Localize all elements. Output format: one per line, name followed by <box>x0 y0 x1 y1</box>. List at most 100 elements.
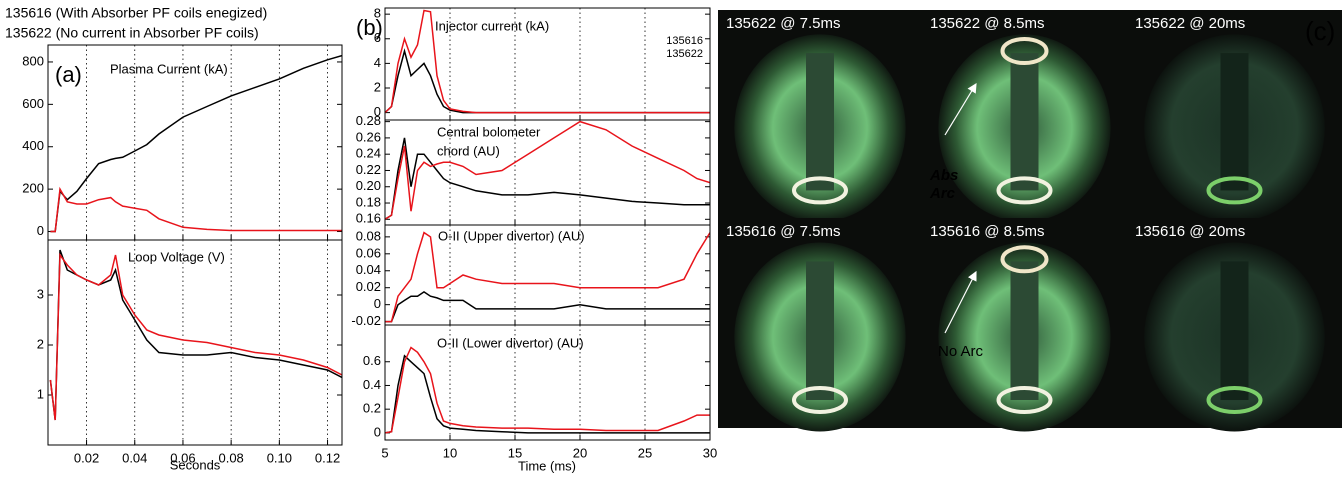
plot-frame <box>384 119 711 226</box>
lower-ring <box>996 386 1053 414</box>
upper-ring <box>1000 245 1049 274</box>
x-tick-label: 0.02 <box>74 450 99 465</box>
y-tick-label: 2 <box>374 79 381 94</box>
y-tick-label: 0.22 <box>356 162 381 177</box>
y-tick-label: 4 <box>374 55 381 70</box>
series-line <box>385 291 710 323</box>
x-tick-label: 0.10 <box>267 450 292 465</box>
x-axis-label: Time (ms) <box>518 458 576 473</box>
y-tick-label: 8 <box>374 6 381 21</box>
x-tick-label: 0.06 <box>170 450 195 465</box>
series-line <box>385 137 710 220</box>
y-tick-label: 400 <box>22 138 44 153</box>
plot-frame <box>47 239 343 446</box>
y-tick-label: 0.18 <box>356 194 381 209</box>
center-column <box>806 261 834 400</box>
y-tick-label: 0.2 <box>363 401 381 416</box>
frame-caption: 135622 @ 20ms <box>1135 15 1245 32</box>
y-tick-label: -0.02 <box>351 313 381 328</box>
panel-title: Plasma Current (kA) <box>110 61 228 76</box>
camera-frame: 135622 @ 7.5ms <box>718 10 922 222</box>
lower-ring <box>1206 176 1263 205</box>
center-column <box>1010 261 1039 400</box>
arrow <box>944 270 977 334</box>
frame-caption: 135616 @ 8.5ms <box>930 223 1044 240</box>
y-tick-label: 0.26 <box>356 129 381 144</box>
x-tick-label: 30 <box>703 445 717 460</box>
y-tick-label: 0.20 <box>356 178 381 193</box>
frame-caption: 135616 @ 7.5ms <box>726 223 840 240</box>
y-tick-label: 0.28 <box>356 113 381 128</box>
center-column <box>1010 53 1039 191</box>
x-tick-label: 15 <box>508 445 522 460</box>
panel-title: Loop Voltage (V) <box>128 249 225 264</box>
y-tick-label: 0.08 <box>356 228 381 243</box>
center-column <box>1220 261 1249 400</box>
frame-caption: 135622 @ 8.5ms <box>930 15 1044 32</box>
y-tick-label: 0.4 <box>363 377 381 392</box>
y-tick-label: 200 <box>22 181 44 196</box>
x-tick-label: 0.12 <box>315 450 340 465</box>
y-tick-label: 0.24 <box>356 146 381 161</box>
y-tick-label: 2 <box>37 336 44 351</box>
annotation: Abs <box>929 167 958 184</box>
y-tick-label: 0.6 <box>363 353 381 368</box>
series-line <box>385 346 710 434</box>
series-line <box>385 231 710 323</box>
series-line <box>49 249 342 421</box>
camera-frame: 135622 @ 8.5ms <box>922 10 1127 222</box>
panel-title: O-II (Lower divertor) (AU) <box>437 335 584 350</box>
panel-label: (c) <box>1305 16 1335 46</box>
y-tick-label: 0 <box>374 104 381 119</box>
upper-ring <box>1000 37 1049 66</box>
y-tick-label: 0 <box>37 223 44 238</box>
camera-frame: 135622 @ 20ms <box>1127 10 1342 222</box>
panel-title: chord (AU) <box>437 143 500 158</box>
legend-entry: 135622 <box>666 48 703 60</box>
x-tick-label: 20 <box>573 445 587 460</box>
series-line <box>49 252 342 421</box>
center-column <box>806 53 834 191</box>
x-tick-label: 5 <box>381 445 388 460</box>
center-column <box>1220 53 1249 191</box>
lower-ring <box>1206 386 1263 414</box>
series-line <box>385 120 710 220</box>
y-tick-label: 800 <box>22 53 44 68</box>
series-line <box>385 9 710 114</box>
arrow <box>944 82 977 136</box>
lower-ring <box>792 386 848 414</box>
frame-caption: 135622 @ 7.5ms <box>726 15 840 32</box>
lower-ring <box>996 176 1053 205</box>
lower-ring <box>792 176 848 205</box>
panel-title: Injector current (kA) <box>435 18 549 33</box>
series-line <box>50 54 342 233</box>
series-line <box>385 354 710 434</box>
legend-entry: 135622 (No current in Absorber PF coils) <box>5 25 259 41</box>
series-line <box>50 186 342 233</box>
y-tick-label: 0 <box>374 296 381 311</box>
camera-frame: 135616 @ 7.5ms <box>718 218 922 432</box>
y-tick-label: 0 <box>374 424 381 439</box>
legend-entry: 135616 (With Absorber PF coils enegized) <box>5 5 267 21</box>
y-tick-label: 0.04 <box>356 262 381 277</box>
y-tick-label: 600 <box>22 96 44 111</box>
legend-entry: 135616 <box>666 35 703 47</box>
x-axis-label: Seconds <box>170 457 221 472</box>
camera-frame: 135616 @ 8.5ms <box>922 218 1127 432</box>
x-tick-label: 10 <box>443 445 457 460</box>
x-tick-label: 0.04 <box>122 450 147 465</box>
series-line <box>385 48 710 114</box>
annotation: Arc <box>929 185 956 202</box>
panel-label: (a) <box>55 62 82 87</box>
panel-title: Central bolometer <box>437 124 541 139</box>
camera-frame: 135616 @ 20ms <box>1127 218 1342 432</box>
frame-caption: 135616 @ 20ms <box>1135 223 1245 240</box>
panel-label: (b) <box>356 15 383 40</box>
plot-frame <box>384 324 711 441</box>
y-tick-label: 6 <box>374 30 381 45</box>
panel-title: O-II (Upper divertor) (AU) <box>438 228 585 243</box>
y-tick-label: 0.16 <box>356 211 381 226</box>
y-tick-label: 0.06 <box>356 245 381 260</box>
annotation: No Arc <box>938 343 984 360</box>
